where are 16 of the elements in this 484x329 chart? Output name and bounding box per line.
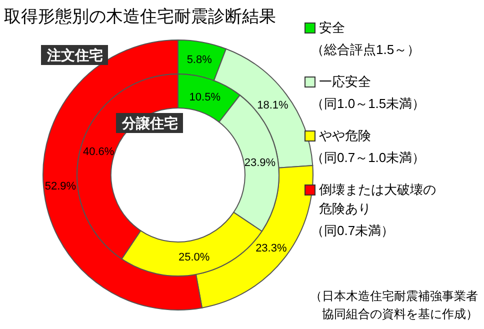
slice-label: 分譲住宅 [121, 115, 178, 131]
data-label: 23.3% [256, 242, 287, 254]
data-label: 25.0% [178, 251, 210, 264]
legend-label: 一応安全（同1.0～1.5未満） [311, 74, 426, 111]
legend-label: 倒壊または大破壊の危険あり（同0.7未満） [311, 182, 436, 238]
data-label: 10.5% [189, 91, 221, 104]
chart-title: 取得形態別の木造住宅耐震診断結果 [4, 7, 276, 26]
data-label: 18.1% [257, 100, 289, 112]
legend-label: やや危険（同0.7～1.0未満） [311, 128, 426, 165]
data-label: 40.6% [82, 146, 114, 158]
data-label: 5.8% [186, 54, 212, 66]
slice-label: 注文住宅 [46, 47, 103, 63]
data-label: 52.9% [44, 180, 76, 193]
legend-label: 安全（総合評点1.5～） [311, 20, 420, 57]
text: （日本木造住宅耐震補強事業者協同組合の資料を基に作成） [310, 289, 478, 321]
data-label: 23.9% [244, 156, 276, 169]
